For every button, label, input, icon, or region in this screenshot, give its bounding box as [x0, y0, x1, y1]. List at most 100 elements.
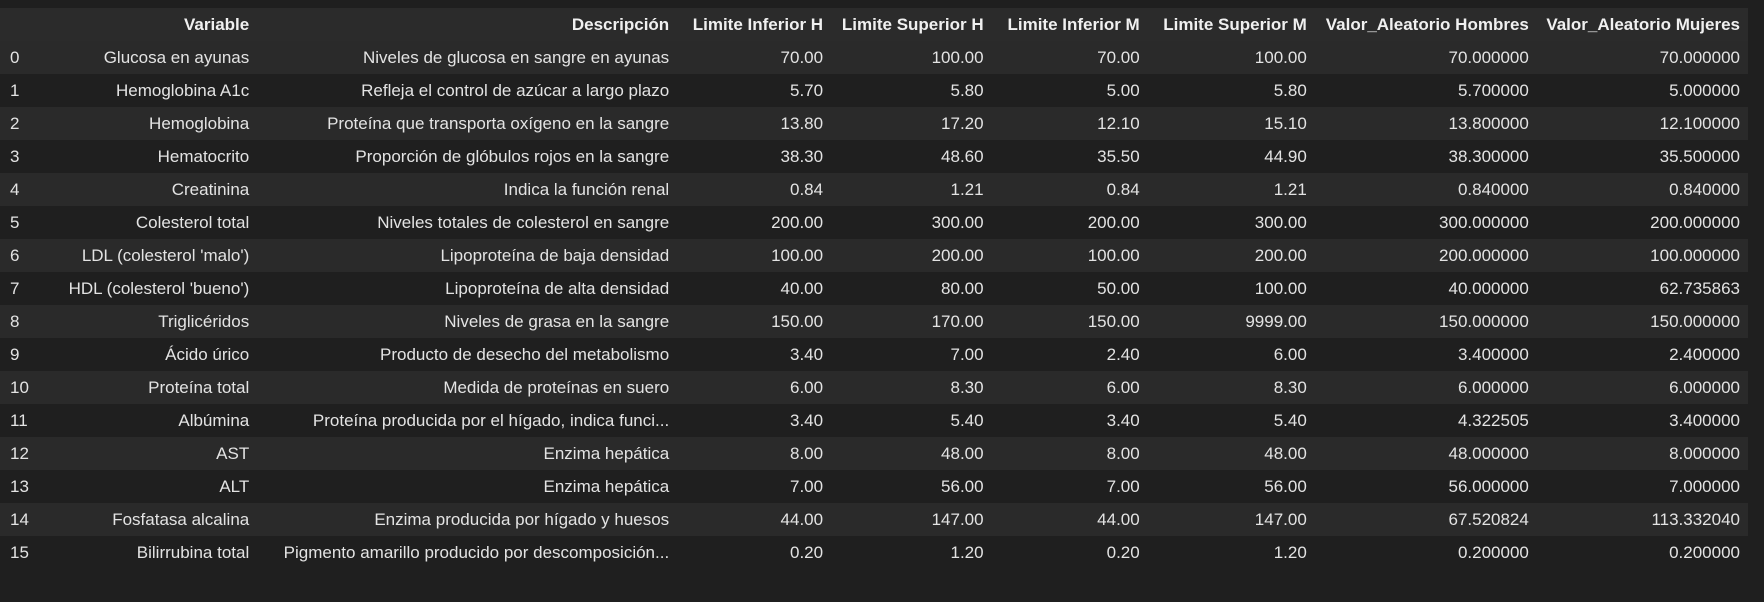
table-cell: 170.00: [831, 305, 992, 338]
table-cell: 3.400000: [1314, 338, 1537, 371]
table-cell: 17.20: [831, 107, 992, 140]
table-cell: 147.00: [1147, 503, 1315, 536]
row-index: 6: [0, 239, 42, 272]
table-cell: 150.000000: [1536, 305, 1748, 338]
column-header: Limite Superior M: [1147, 8, 1315, 41]
table-cell: Enzima hepática: [257, 470, 678, 503]
table-cell: 5.80: [1147, 74, 1315, 107]
table-cell: Hemoglobina: [41, 107, 258, 140]
table-cell: 48.000000: [1314, 437, 1537, 470]
table-cell: 100.00: [1147, 41, 1315, 74]
table-row: 5 Colesterol total Niveles totales de cole…: [0, 206, 1748, 239]
table-cell: 44.00: [677, 503, 832, 536]
table-cell: 12.10: [991, 107, 1148, 140]
table-cell: 3.40: [677, 338, 832, 371]
table-cell: 7.00: [831, 338, 992, 371]
table-row: 3 Hematocrito Proporción de glóbulos rojos…: [0, 140, 1748, 173]
table-cell: 7.000000: [1536, 470, 1748, 503]
table-cell: Proporción de glóbulos rojos en la sangr…: [257, 140, 678, 173]
table-cell: Refleja el control de azúcar a largo pla…: [257, 74, 678, 107]
table-cell: 38.30: [677, 140, 832, 173]
table-cell: 0.20: [991, 536, 1148, 569]
table-cell: 200.000000: [1536, 206, 1748, 239]
table-cell: 70.00: [991, 41, 1148, 74]
row-index: 5: [0, 206, 42, 239]
table-cell: 6.00: [677, 371, 832, 404]
table-cell: 7.00: [991, 470, 1148, 503]
table-cell: 0.200000: [1314, 536, 1537, 569]
table-cell: 13.80: [677, 107, 832, 140]
table-cell: Colesterol total: [41, 206, 258, 239]
table-row: 4 Creatinina Indica la función renal 0.84 1.…: [0, 173, 1748, 206]
table-cell: 8.00: [991, 437, 1148, 470]
table-cell: 38.300000: [1314, 140, 1537, 173]
row-index: 3: [0, 140, 42, 173]
table-cell: 56.00: [1147, 470, 1315, 503]
table-row: 6 LDL (colesterol 'malo') Lipoproteína de …: [0, 239, 1748, 272]
table-cell: 8.000000: [1536, 437, 1748, 470]
table-cell: 1.20: [831, 536, 992, 569]
table-cell: 1.21: [1147, 173, 1315, 206]
table-cell: 0.840000: [1536, 173, 1748, 206]
table-cell: 70.000000: [1314, 41, 1537, 74]
table-cell: 67.520824: [1314, 503, 1537, 536]
table-cell: Niveles de grasa en la sangre: [257, 305, 678, 338]
table-cell: 0.20: [677, 536, 832, 569]
column-header: Limite Inferior H: [677, 8, 832, 41]
table-row: 13 ALT Enzima hepática 7.00 56.00 7.00 56.00 56…: [0, 470, 1748, 503]
table-cell: Ácido úrico: [41, 338, 258, 371]
table-cell: 70.00: [677, 41, 832, 74]
table-cell: 150.000000: [1314, 305, 1537, 338]
row-index: 15: [0, 536, 42, 569]
table-cell: 44.90: [1147, 140, 1315, 173]
column-header: Variable: [41, 8, 258, 41]
table-cell: 8.30: [831, 371, 992, 404]
table-cell: 200.00: [1147, 239, 1315, 272]
table-cell: 8.00: [677, 437, 832, 470]
table-cell: 300.000000: [1314, 206, 1537, 239]
column-header: Valor_Aleatorio Hombres: [1314, 8, 1537, 41]
row-index: 2: [0, 107, 42, 140]
table-cell: 56.000000: [1314, 470, 1537, 503]
table-cell: 150.00: [677, 305, 832, 338]
table-cell: 12.100000: [1536, 107, 1748, 140]
table-cell: 6.000000: [1314, 371, 1537, 404]
table-row: 9 Ácido úrico Producto de desecho del meta…: [0, 338, 1748, 371]
row-index: 4: [0, 173, 42, 206]
table-cell: 6.00: [1147, 338, 1315, 371]
table-cell: 1.21: [831, 173, 992, 206]
table-cell: HDL (colesterol 'bueno'): [41, 272, 258, 305]
column-header: Limite Superior H: [831, 8, 992, 41]
table-cell: 5.80: [831, 74, 992, 107]
table-cell: 50.00: [991, 272, 1148, 305]
table-cell: Niveles totales de colesterol en sangre: [257, 206, 678, 239]
column-header: Valor_Aleatorio Mujeres: [1536, 8, 1748, 41]
row-index: 0: [0, 41, 42, 74]
table-cell: Albúmina: [41, 404, 258, 437]
table-cell: 35.500000: [1536, 140, 1748, 173]
table-cell: 2.400000: [1536, 338, 1748, 371]
table-cell: 56.00: [831, 470, 992, 503]
table-row: 12 AST Enzima hepática 8.00 48.00 8.00 48.00 48…: [0, 437, 1748, 470]
table-cell: 8.30: [1147, 371, 1315, 404]
table-cell: 80.00: [831, 272, 992, 305]
table-cell: 5.40: [1147, 404, 1315, 437]
table-cell: 5.00: [991, 74, 1148, 107]
table-cell: 6.000000: [1536, 371, 1748, 404]
row-index: 7: [0, 272, 42, 305]
table-cell: Proteína total: [41, 371, 258, 404]
table-cell: 3.40: [991, 404, 1148, 437]
table-cell: 3.400000: [1536, 404, 1748, 437]
table-cell: Hemoglobina A1c: [41, 74, 258, 107]
table-cell: LDL (colesterol 'malo'): [41, 239, 258, 272]
table-cell: 100.00: [991, 239, 1148, 272]
table-cell: 62.735863: [1536, 272, 1748, 305]
table-cell: 3.40: [677, 404, 832, 437]
table-cell: 70.000000: [1536, 41, 1748, 74]
table-cell: 0.84: [677, 173, 832, 206]
table-cell: Pigmento amarillo producido por descompo…: [257, 536, 678, 569]
table-cell: Creatinina: [41, 173, 258, 206]
table-cell: 9999.00: [1147, 305, 1315, 338]
table-cell: 113.332040: [1536, 503, 1748, 536]
table-cell: Bilirrubina total: [41, 536, 258, 569]
